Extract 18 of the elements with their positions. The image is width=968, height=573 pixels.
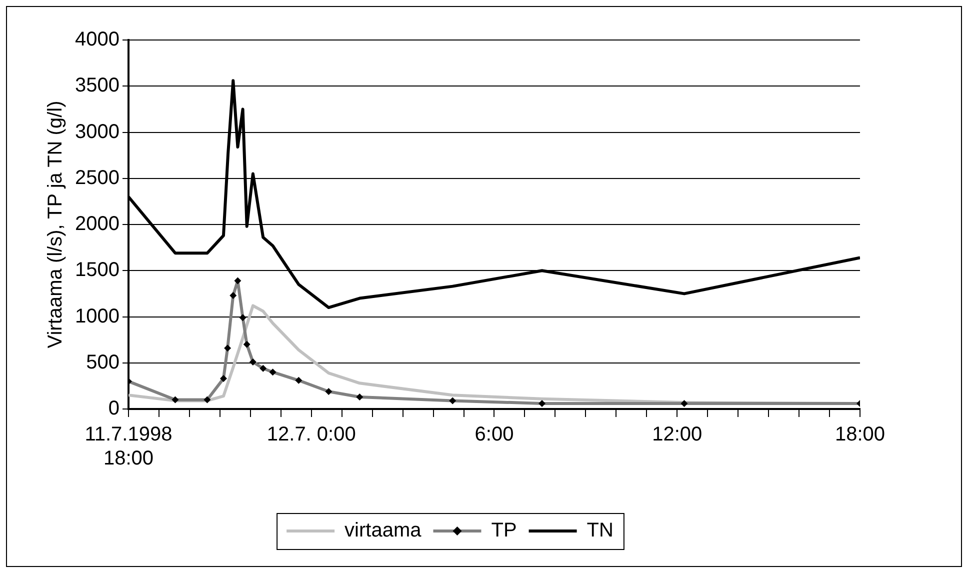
x-tick-label: 12:00 (652, 424, 702, 446)
y-axis-title: Virtaama (l/s), TP ja TN (g/l) (44, 100, 67, 348)
x-tick-label: 6:00 (474, 424, 514, 446)
legend-label: TP (491, 520, 517, 542)
y-tick-label: 1000 (74, 305, 120, 328)
x-tick-label: 12.7. 0:00 (266, 424, 356, 446)
y-tick-label: 0 (108, 398, 120, 420)
y-tick-label: 2000 (74, 213, 120, 236)
legend-label: virtaama (344, 520, 422, 542)
y-tick-label: 3500 (74, 74, 120, 97)
y-tick-label: 500 (86, 351, 120, 374)
y-tick-label: 2500 (74, 166, 120, 189)
y-tick-label: 1500 (74, 259, 120, 282)
legend-label: TN (586, 520, 614, 542)
x-tick-label: 18:00 (834, 424, 886, 446)
y-tick-label: 3000 (74, 120, 120, 143)
x-tick-label: 11.7.1998 18:00 (84, 424, 172, 470)
y-tick-label: 4000 (74, 28, 120, 51)
